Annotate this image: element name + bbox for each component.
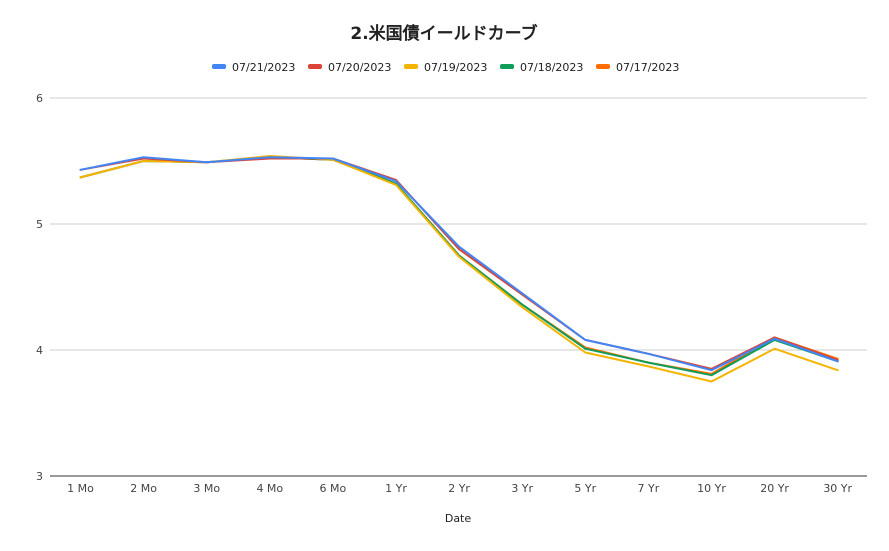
legend-label: 07/20/2023 (328, 61, 391, 74)
legend-item: 07/19/2023 (404, 61, 487, 74)
x-axis-ticks: 1 Mo 2 Mo 3 Mo 4 Mo 6 Mo 1 Yr 2 Yr 3 Yr 5 Yr 7 Yr… (67, 482, 852, 495)
chart-title: 2.米国債イールドカーブ (350, 23, 537, 44)
legend-item: 07/21/2023 (212, 61, 295, 74)
legend-swatch (596, 64, 610, 69)
y-tick-label: 6 (36, 92, 43, 105)
legend-label: 07/21/2023 (232, 61, 295, 74)
legend-label: 07/17/2023 (616, 61, 679, 74)
grid-lines (50, 97, 867, 477)
x-tick-label: 10 Yr (697, 482, 726, 495)
y-tick-label: 4 (36, 344, 43, 357)
x-tick-label: 2 Mo (130, 482, 157, 495)
y-tick-label: 5 (36, 218, 43, 231)
x-tick-label: 1 Mo (67, 482, 94, 495)
x-tick-label: 20 Yr (760, 482, 789, 495)
x-tick-label: 3 Mo (193, 482, 220, 495)
series-line (79, 156, 839, 377)
legend-item: 07/20/2023 (308, 61, 391, 74)
series-lines (79, 155, 839, 383)
x-tick-label: 5 Yr (574, 482, 596, 495)
legend-item: 07/17/2023 (596, 61, 679, 74)
x-tick-label: 3 Yr (511, 482, 533, 495)
legend-swatch (500, 64, 514, 69)
x-tick-label: 30 Yr (823, 482, 852, 495)
legend-label: 07/18/2023 (520, 61, 583, 74)
x-tick-label: 7 Yr (638, 482, 660, 495)
legend-swatch (308, 64, 322, 69)
x-axis-label: Date (445, 512, 472, 525)
x-tick-label: 2 Yr (448, 482, 470, 495)
series-line (79, 156, 839, 375)
x-tick-label: 4 Mo (256, 482, 283, 495)
x-tick-label: 6 Mo (320, 482, 347, 495)
y-axis-ticks: 3 4 5 6 (36, 92, 43, 483)
series-line (79, 156, 839, 372)
legend-swatch (212, 64, 226, 69)
legend-swatch (404, 64, 418, 69)
legend-label: 07/19/2023 (424, 61, 487, 74)
legend-item: 07/18/2023 (500, 61, 583, 74)
series-line (79, 157, 839, 370)
series-line (79, 155, 839, 383)
y-tick-label: 3 (36, 470, 43, 483)
legend: 07/21/2023 07/20/2023 07/19/2023 07/18/2023… (212, 61, 679, 74)
x-tick-label: 1 Yr (385, 482, 407, 495)
